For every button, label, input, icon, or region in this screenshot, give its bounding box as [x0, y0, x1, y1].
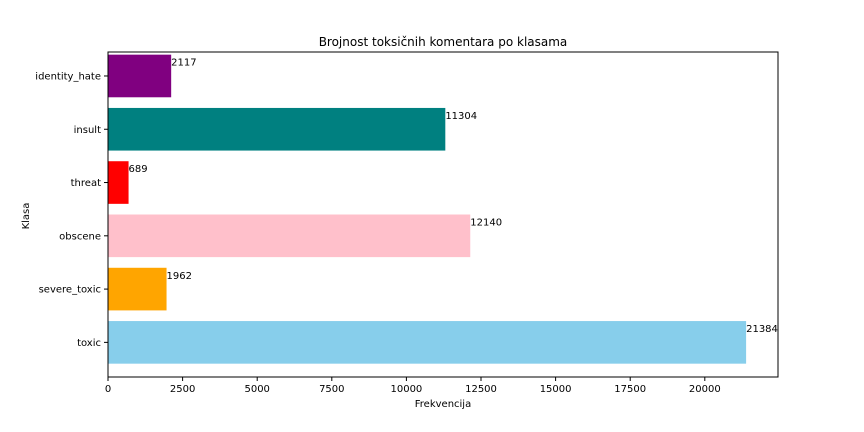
x-tick-label: 17500: [614, 384, 646, 395]
y-tick-label: obscene: [59, 231, 101, 242]
x-tick-label: 5000: [244, 384, 269, 395]
x-tick-label: 7500: [319, 384, 344, 395]
data-label-identity-hate: 2117: [171, 58, 196, 69]
data-label-insult: 11304: [445, 111, 477, 122]
y-tick-label: threat: [71, 178, 101, 189]
x-tick-label: 0: [105, 384, 111, 395]
x-tick-label: 10000: [390, 384, 422, 395]
bar-threat: [108, 161, 129, 204]
x-tick-label: 15000: [540, 384, 572, 395]
chart-title: Brojnost toksičnih komentara po klasama: [319, 35, 568, 49]
x-tick-label: 12500: [465, 384, 497, 395]
y-tick-label: toxic: [77, 338, 101, 349]
y-tick-label: severe_toxic: [39, 285, 101, 296]
x-axis-ticks: 0 2500 5000 7500 10000 12500 15000 17500 20000: [105, 377, 721, 395]
plot-area: 21384 1962 12140 689 11304 2117: [108, 54, 778, 364]
bar-toxic: [108, 321, 747, 364]
bar-obscene: [108, 214, 471, 258]
x-tick-label: 2500: [170, 384, 195, 395]
bar-insult: [108, 107, 446, 151]
y-axis-ticks: toxic severe_toxic obscene threat insult iden…: [35, 71, 108, 349]
data-label-obscene: 12140: [470, 218, 502, 229]
bar-identity-hate: [108, 54, 172, 98]
data-label-threat: 689: [129, 164, 148, 175]
x-tick-label: 20000: [689, 384, 721, 395]
plot-frame: [107, 51, 779, 378]
data-label-toxic: 21384: [746, 324, 778, 335]
y-tick-label: identity_hate: [35, 71, 101, 82]
y-tick-label: insult: [74, 125, 101, 136]
bar-severe-toxic: [108, 267, 167, 311]
y-axis-label: Klasa: [21, 203, 32, 230]
x-axis-label: Frekvencija: [415, 399, 471, 410]
data-label-severe-toxic: 1962: [167, 271, 192, 282]
